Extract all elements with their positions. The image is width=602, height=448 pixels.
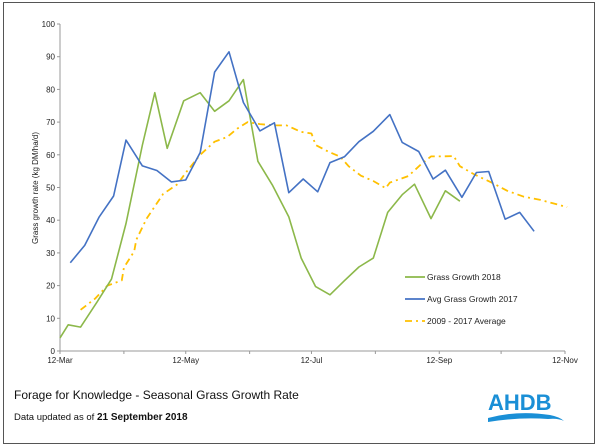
x-tick-label: 12-Sep (426, 356, 452, 365)
legend: Grass Growth 2018 Avg Grass Growth 2017 20… (405, 272, 518, 326)
x-tick-label: 12-Nov (552, 356, 578, 365)
series-line-avg-grass-growth-2017 (69, 50, 535, 264)
y-tick-label: 0 (51, 347, 56, 356)
y-axis-title: Grass growth rate (kg DM/ha/d) (31, 132, 40, 244)
series-lines (59, 50, 568, 339)
y-tick-label: 30 (46, 249, 55, 258)
y-tick-label: 40 (46, 216, 55, 225)
update-label: Data updated as of (14, 412, 95, 423)
ahdb-logo: AHDB (488, 390, 568, 422)
x-tick-label: 12-Jul (301, 356, 323, 365)
y-tick-label: 20 (46, 282, 55, 291)
chart-frame (3, 2, 595, 444)
update-date: 21 September 2018 (96, 412, 188, 423)
y-tick-label: 80 (46, 85, 55, 94)
series-line-grass-growth-2018 (59, 78, 461, 339)
x-tick-label: 12-Mar (47, 356, 73, 365)
legend-label: Grass Growth 2018 (427, 272, 501, 282)
chart-title: Forage for Knowledge - Seasonal Grass Gr… (14, 388, 299, 402)
y-tick-label: 60 (46, 151, 55, 160)
y-tick-label: 70 (46, 118, 55, 127)
y-tick-label: 90 (46, 53, 55, 62)
x-tick-label: 12-May (172, 356, 199, 365)
update-info: Data updated as of 21 September 2018 (14, 412, 188, 423)
y-tick-label: 100 (42, 20, 56, 29)
axes: 0 10 20 30 40 50 60 70 80 90 100 12-Mar 12-May 12-Jul… (42, 20, 578, 365)
logo-text: AHDB (488, 390, 552, 415)
logo-wave-icon (488, 413, 564, 422)
series-line-2009-2017-average (80, 121, 568, 311)
y-tick-label: 10 (46, 314, 55, 323)
legend-label: Avg Grass Growth 2017 (427, 294, 518, 304)
legend-label: 2009 - 2017 Average (427, 316, 506, 326)
y-tick-label: 50 (46, 184, 55, 193)
